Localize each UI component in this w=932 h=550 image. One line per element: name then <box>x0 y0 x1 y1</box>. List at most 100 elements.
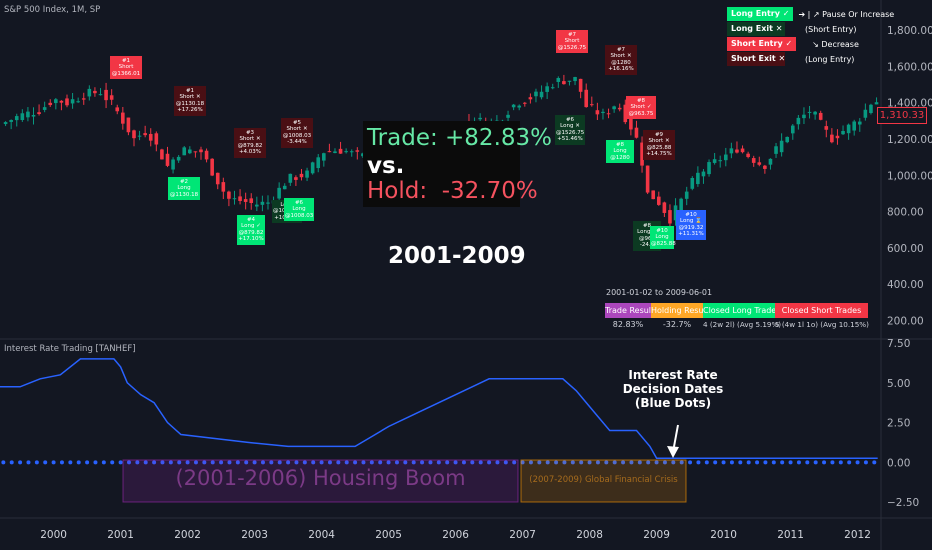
candle-body <box>796 117 801 125</box>
decision-date-dot <box>847 460 852 465</box>
year-axis-tick: 2003 <box>241 529 268 541</box>
rate-axis-tick: 7.50 <box>887 338 910 350</box>
decision-date-dot <box>696 460 701 465</box>
candle-body <box>299 173 304 178</box>
candle-body <box>846 124 851 134</box>
decision-date-dot <box>729 460 734 465</box>
candle-body <box>746 153 750 158</box>
signal-label-line: -3.44% <box>287 139 307 146</box>
candle-body <box>260 201 265 205</box>
candle-body <box>137 135 142 137</box>
signal-label-line: Short ✕ <box>286 126 308 133</box>
legend-long-entry-text: ➔ | ↗ Pause Or Increase <box>798 9 895 19</box>
price-axis-tick: 1,000.00 <box>887 170 932 182</box>
candle-body <box>578 78 583 92</box>
decision-date-dot <box>746 460 751 465</box>
decision-date-dot <box>143 460 148 465</box>
legend-short-exit-badge: Short Exit ✕ <box>727 52 785 66</box>
candle-body <box>249 198 254 203</box>
candle-body <box>266 202 270 204</box>
signal-label-line: +4.03% <box>238 149 262 156</box>
hold-value: -32.70% <box>441 178 538 204</box>
decision-date-dot <box>771 460 776 465</box>
trade-value: +82.83% <box>445 125 553 151</box>
legend-long-exit-text: (Short Entry) <box>805 24 857 34</box>
candle-body <box>204 150 209 160</box>
candle-body <box>857 121 862 125</box>
decision-note-line-2: Decision Dates <box>622 382 724 396</box>
signal-label-line: Short ✕ <box>239 136 261 143</box>
rate-series-line <box>0 358 878 460</box>
decision-date-dot <box>51 460 56 465</box>
signal-label-long-entry: #6 Long @1008.03 <box>284 198 314 222</box>
candle-body <box>294 177 298 180</box>
financial-crisis-region <box>520 459 687 503</box>
price-axis-tick: 200.00 <box>887 315 924 327</box>
candle-body <box>282 185 287 190</box>
candle-body <box>662 202 667 213</box>
candle-body <box>601 111 605 114</box>
decision-date-dot <box>629 460 634 465</box>
decision-date-dot <box>18 460 23 465</box>
decision-date-dot <box>168 460 173 465</box>
decision-date-dot <box>344 460 349 465</box>
decision-date-dot <box>26 460 31 465</box>
candle-body <box>3 122 8 125</box>
signal-label-line: @1008.03 <box>285 212 314 219</box>
decision-date-dot <box>386 460 391 465</box>
candle-body <box>617 107 622 110</box>
candle-body <box>199 149 203 153</box>
candle-body <box>802 114 806 119</box>
candle-body <box>344 151 348 153</box>
candle-body <box>59 100 64 103</box>
signal-label-line: @825.88 <box>646 144 672 151</box>
decision-date-dot <box>244 460 249 465</box>
signal-label-line: @963 <box>639 235 655 242</box>
legend-short-exit-text: (Long Entry) <box>805 54 855 64</box>
candle-body <box>176 156 181 161</box>
decision-date-dot <box>118 460 123 465</box>
candle-body <box>718 160 723 162</box>
candle-body <box>87 88 92 97</box>
signal-label-line: @825.88 <box>651 240 676 247</box>
candle-body <box>534 91 538 97</box>
decision-date-dot <box>135 460 140 465</box>
legend-row-short-exit: Short Exit ✕ (Long Entry) <box>727 52 854 66</box>
decision-date-dot <box>269 460 274 465</box>
candle-body <box>98 94 103 96</box>
candle-body <box>109 95 114 100</box>
signal-label-line: #8 <box>615 142 625 148</box>
decision-date-dot <box>763 460 768 465</box>
results-date-range: 2001-01-02 to 2009-06-01 <box>606 288 713 297</box>
candle-body <box>701 171 706 177</box>
decision-date-dot <box>796 460 801 465</box>
candle-body <box>478 117 482 120</box>
candle-body <box>818 112 823 120</box>
signal-label-line: Long ✓ <box>241 223 261 230</box>
signal-label-line: Long <box>613 148 627 155</box>
candle-body <box>165 153 170 166</box>
signal-label-short-exit: #3 Short ✕ @879.82 +4.03% <box>234 128 266 158</box>
price-axis-tick: 1,400.00 <box>887 98 932 110</box>
financial-crisis-label: (2007-2009) Global Financial Crisis <box>529 475 678 485</box>
decision-date-dot <box>537 460 542 465</box>
signal-label-line: @919.32 <box>678 224 704 231</box>
decision-date-dot <box>855 460 860 465</box>
housing-boom-region <box>122 459 519 503</box>
decision-date-dot <box>177 460 182 465</box>
candle-body <box>562 81 566 85</box>
candle-body <box>696 172 700 185</box>
hold-result-line: Hold: -32.70% <box>367 178 538 204</box>
decision-date-dot <box>336 460 341 465</box>
decision-date-dot <box>738 460 743 465</box>
decision-date-dot <box>252 460 257 465</box>
signal-label-line: +17.10% <box>238 236 264 243</box>
decision-date-dot <box>445 460 450 465</box>
decision-date-dot <box>780 460 785 465</box>
signal-label-line: @1526.75 <box>557 44 587 51</box>
candle-body <box>679 198 683 214</box>
candle-body <box>277 187 281 199</box>
decision-date-dot <box>227 460 232 465</box>
decision-date-dot <box>34 460 39 465</box>
signal-label-line: #8 <box>642 223 652 229</box>
